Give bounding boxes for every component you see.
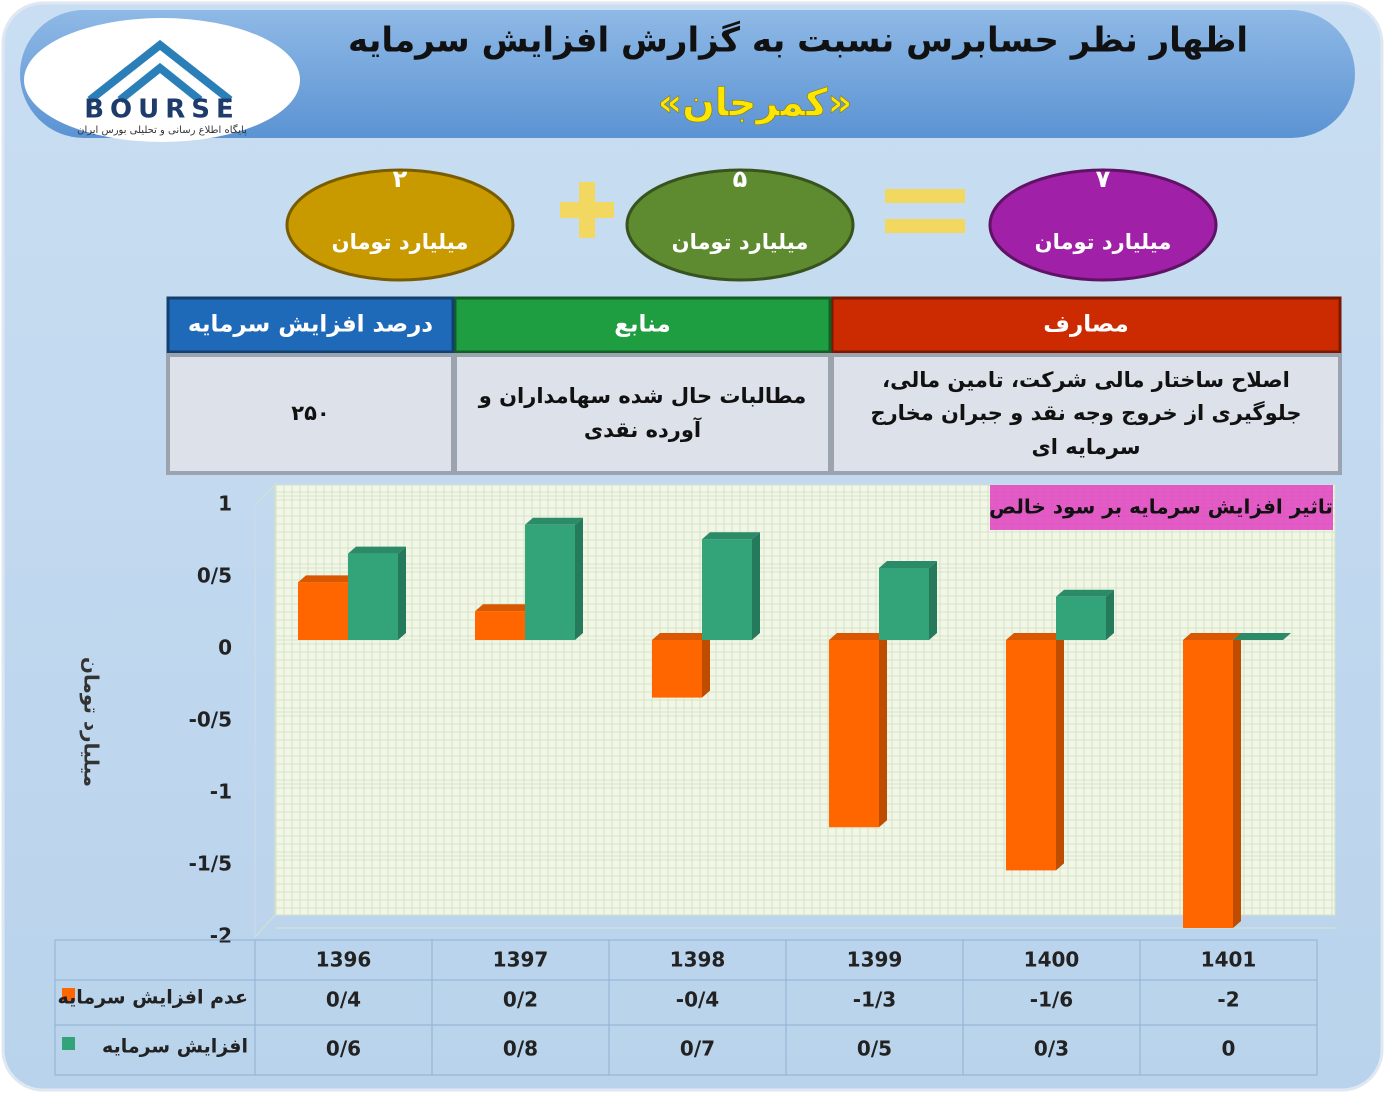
bar-top [475, 604, 533, 612]
oval-number: ۵ [733, 165, 748, 193]
bar [348, 553, 398, 640]
bar [1006, 640, 1056, 871]
equals-sign [885, 189, 965, 233]
table-header-cell [830, 296, 1342, 354]
table-cell [453, 353, 832, 475]
bar-top [1183, 633, 1241, 640]
bar [879, 568, 929, 640]
oval-unit: میلیارد تومان [672, 230, 809, 254]
bar-side [1106, 589, 1114, 640]
value-label: -2 [1217, 988, 1239, 1012]
bar [702, 539, 752, 640]
value-label: 0/5 [857, 1037, 892, 1061]
value-label: 0/2 [503, 988, 538, 1012]
logo-bg [24, 18, 300, 142]
oval [988, 168, 1218, 282]
x-tick-label: 1399 [847, 948, 903, 972]
table-cell-text: اصلاح ساختار مالی شرکت، تامین مالی، جلوگ… [870, 367, 1302, 459]
bar-side [1056, 633, 1064, 871]
bar-top [702, 532, 760, 540]
plot-wall [274, 484, 1336, 916]
value-label: 0/6 [326, 1037, 361, 1061]
value-label: 0/4 [326, 988, 361, 1012]
table-cell-box: مطالبات حال شده سهامداران و آورده نقدی [478, 384, 807, 442]
value-label: 0/8 [503, 1037, 538, 1061]
value-label: -1/6 [1030, 988, 1073, 1012]
subtitle: «کمرجان» [658, 81, 852, 125]
bar [475, 611, 525, 640]
oval-number: ۲ [393, 165, 408, 193]
x-tick-label: 1398 [670, 948, 726, 972]
table-cell [166, 353, 455, 475]
bar-top [829, 633, 887, 640]
bar-top [348, 546, 406, 554]
x-tick-label: 1397 [493, 948, 549, 972]
x-tick-label: 1400 [1024, 948, 1080, 972]
banner [20, 10, 1355, 138]
oval-number: ۷ [1096, 165, 1111, 193]
bar-side [702, 633, 710, 698]
bar-top [298, 575, 356, 583]
logo-tagline: پایگاه اطلاع رسانی و تحلیلی بورس ایران [77, 124, 247, 136]
title: اظهار نظر حسابرس نسبت به گزارش افزایش سر… [348, 21, 1248, 61]
y-tick-label: -0/5 [189, 708, 232, 732]
table-header-cell [453, 296, 832, 354]
bar-top [652, 633, 710, 640]
bar-top [1233, 633, 1291, 640]
y-tick-label: -1 [210, 780, 232, 804]
bar [298, 582, 348, 640]
bar [1056, 596, 1106, 640]
logo-text: BOURSE [84, 95, 240, 125]
table-header-text: مصارف [1043, 312, 1129, 338]
y-axis-label: میلیارد تومان [80, 657, 104, 787]
oval [285, 168, 515, 282]
logo-icon [87, 39, 233, 104]
table-header-text: منابع [614, 312, 671, 338]
bar-top [1006, 633, 1064, 640]
value-label: 0/7 [680, 1037, 715, 1061]
y-tick-label: 1 [218, 492, 232, 516]
table-header-cell [166, 296, 455, 354]
legend-label: افزایش سرمایه [102, 1036, 248, 1058]
bar-top [879, 561, 937, 568]
legend-swatch [62, 988, 75, 1001]
bar [1183, 640, 1233, 928]
plot-floor [254, 484, 1335, 938]
oval [625, 168, 855, 282]
bar-side [575, 517, 583, 640]
chart-title-box [990, 485, 1333, 530]
bar [525, 524, 575, 640]
y-tick-label: -1/5 [189, 852, 232, 876]
bar-side [929, 561, 937, 640]
legend-swatch [62, 1037, 75, 1050]
value-label: 0 [1222, 1037, 1236, 1061]
legend-label: عدم افزایش سرمایه [58, 987, 248, 1009]
bar-side [752, 532, 760, 640]
oval-unit: میلیارد تومان [332, 230, 469, 254]
plus-sign [560, 182, 614, 238]
bar-side [398, 546, 406, 640]
value-label: -1/3 [853, 988, 896, 1012]
bar [829, 640, 879, 828]
table-header-text: درصد افزایش سرمایه [188, 312, 433, 338]
x-tick-label: 1401 [1201, 948, 1257, 972]
chart-title: تاثیر افزایش سرمایه بر سود خالص [989, 495, 1333, 519]
table-cell-box: ۲۵۰ [291, 401, 330, 426]
x-tick-label: 1396 [316, 948, 372, 972]
bar-top [1056, 589, 1114, 597]
table-cell-text: ۲۵۰ [291, 401, 330, 426]
y-tick-label: 0/5 [197, 564, 232, 588]
table-cell-text: مطالبات حال شده سهامداران و آورده نقدی [478, 384, 807, 442]
bar-top [525, 517, 583, 525]
bar-side [1233, 633, 1241, 928]
y-tick-label: -2 [210, 924, 232, 948]
value-label: -0/4 [676, 988, 719, 1012]
y-tick-label: 0 [218, 636, 232, 660]
bar-side [879, 633, 887, 828]
value-label: 0/3 [1034, 1037, 1069, 1061]
oval-unit: میلیارد تومان [1035, 230, 1172, 254]
table-cell-box: اصلاح ساختار مالی شرکت، تامین مالی، جلوگ… [870, 367, 1302, 459]
bar [652, 640, 702, 698]
